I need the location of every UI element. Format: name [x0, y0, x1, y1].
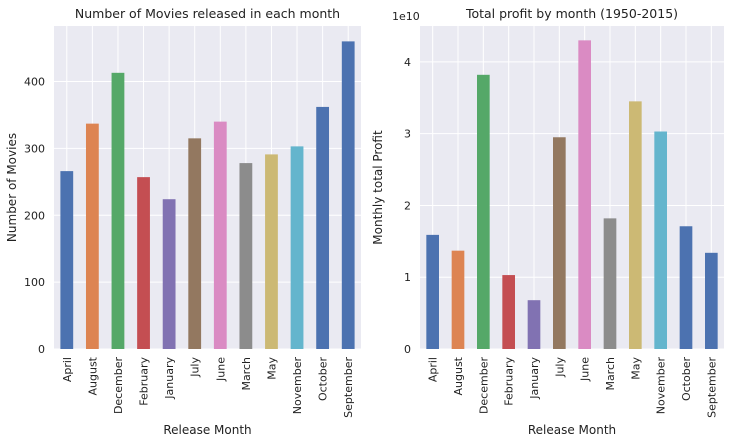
profit-y-tick-label: 0	[404, 343, 411, 356]
movies-x-tick-label: February	[138, 357, 151, 406]
movies-y-tick-label: 0	[38, 343, 45, 356]
profit-y-tick-label: 4	[404, 56, 411, 69]
profit-bars	[426, 40, 718, 349]
movies-x-tick-label: November	[291, 357, 304, 415]
movies-y-axis-label: Number of Movies	[5, 133, 19, 242]
profit-bar-may	[629, 101, 642, 349]
movies-y-tick-label: 200	[24, 209, 45, 222]
movies-x-tick-label: December	[112, 357, 125, 415]
profit-x-tick-label: August	[452, 356, 465, 395]
profit-x-tick-label: January	[528, 357, 541, 400]
movies-bar-june	[213, 121, 227, 350]
movies-bar-october	[316, 106, 330, 350]
movies-x-tick-label: September	[342, 357, 355, 418]
profit-plot-area	[420, 26, 724, 349]
profit-y-offset-label: 1e10	[392, 10, 420, 23]
movies-y-tick-label: 100	[24, 276, 45, 289]
profit-bar-january	[527, 300, 541, 349]
profit-bar-april	[426, 234, 439, 349]
profit-bar-march	[603, 218, 617, 349]
profit-x-tick-label: October	[680, 357, 693, 401]
movies-y-tick-label: 400	[24, 76, 45, 89]
movies-bar-july	[188, 138, 202, 349]
movies-y-ticks: 0 100 200 300 400	[24, 76, 45, 356]
profit-y-axis-label: Monthly total Profit	[371, 130, 385, 245]
movies-x-tick-label: January	[163, 357, 176, 400]
movies-bar-august	[85, 123, 99, 349]
movies-bars	[60, 41, 355, 350]
movies-chart-title: Number of Movies released in each month	[75, 6, 340, 21]
movies-x-tick-label: August	[86, 356, 99, 395]
profit-x-tick-label: April	[427, 357, 440, 382]
profit-y-tick-label: 2	[404, 199, 411, 212]
profit-x-tick-label: September	[705, 357, 718, 418]
movies-x-tick-label: April	[61, 357, 74, 382]
movies-bar-march	[239, 163, 253, 349]
movies-bar-february	[137, 177, 150, 349]
profit-chart: 0 1 2 3 4 April August December February January…	[371, 6, 724, 437]
profit-x-axis-label: Release Month	[528, 423, 616, 437]
profit-y-tick-label: 1	[404, 271, 411, 284]
movies-bar-may	[265, 154, 278, 349]
movies-x-tick-label: October	[317, 357, 330, 401]
profit-y-ticks: 0 1 2 3 4	[404, 56, 411, 356]
movies-x-tick-label: May	[265, 357, 278, 380]
profit-x-tick-label: December	[477, 357, 490, 415]
movies-x-tick-label: June	[214, 357, 227, 382]
movies-bar-september	[341, 41, 355, 349]
profit-bar-august	[451, 250, 465, 349]
movies-x-axis-label: Release Month	[163, 423, 251, 437]
movies-bar-january	[162, 199, 176, 349]
movies-x-tick-label: July	[189, 357, 202, 378]
movies-bar-november	[290, 146, 304, 349]
profit-chart-title: Total profit by month (1950-2015)	[465, 6, 678, 21]
profit-x-tick-label: February	[503, 357, 516, 406]
profit-bar-december	[477, 74, 490, 349]
profit-bar-february	[502, 275, 515, 349]
movies-bar-december	[111, 72, 125, 350]
profit-bar-october	[679, 226, 693, 349]
profit-x-tick-label: May	[629, 357, 642, 380]
movies-count-chart: 0 100 200 300 400 April August December Februar…	[5, 6, 361, 437]
profit-x-tick-label: March	[604, 357, 617, 391]
movies-bar-april	[60, 171, 74, 349]
profit-x-tick-label: July	[553, 357, 566, 378]
profit-bar-june	[578, 40, 591, 349]
profit-y-tick-label: 3	[404, 128, 411, 141]
movies-y-tick-label: 300	[24, 142, 45, 155]
profit-x-tick-label: November	[655, 357, 668, 415]
profit-bar-september	[705, 252, 718, 349]
movies-plot-area	[54, 26, 361, 349]
profit-x-ticks: April August December February January July Ju…	[427, 356, 719, 417]
profit-x-tick-label: June	[579, 357, 592, 382]
movies-x-ticks: April August December February January July Ju…	[61, 356, 355, 417]
profit-bar-november	[654, 131, 667, 349]
movies-x-tick-label: March	[240, 357, 253, 391]
profit-bar-july	[553, 137, 566, 349]
